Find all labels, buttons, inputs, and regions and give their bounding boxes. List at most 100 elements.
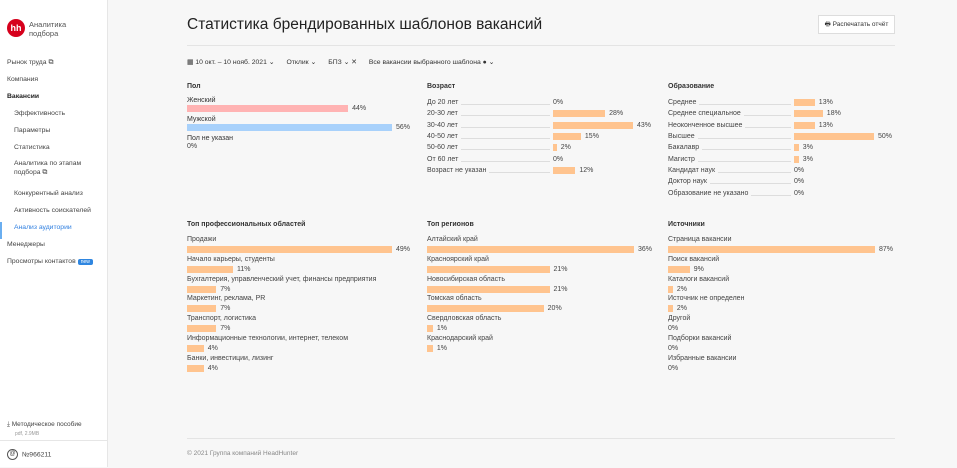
sidebar-item[interactable]: Анализ аудитории — [0, 222, 108, 239]
sources-section: Источники Страница вакансии 87% Поиск вакан… — [668, 221, 893, 374]
stat-row: 30-40 лет 43% — [427, 120, 652, 131]
stat-row: Неоконченное высшее 13% — [668, 120, 893, 131]
stat-row: Транспорт, логистика 7% — [187, 314, 412, 334]
stat-percent: 0% — [668, 364, 679, 372]
stat-label: Маркетинг, реклама, PR — [187, 295, 266, 303]
sidebar-item-label: Менеджеры — [7, 241, 45, 248]
stat-percent: 11% — [237, 265, 251, 273]
sidebar-item[interactable]: Аналитика по этапам подбора ⧉ — [0, 159, 108, 188]
stat-label-text: Высшее — [668, 133, 695, 141]
stat-bar — [668, 265, 690, 273]
stat-label: Банки, инвестиции, лизинг — [187, 354, 274, 362]
leader-line — [460, 115, 550, 117]
stat-label: Начало карьеры, студенты — [187, 255, 275, 263]
date-filter[interactable]: ▦ 10 окт. – 10 нояб. 2021 ⌄ — [187, 59, 275, 66]
stat-bar — [794, 121, 815, 129]
response-value: Отклик — [286, 59, 309, 66]
stat-label: Возраст не указан — [427, 167, 553, 174]
sidebar-item-label: Просмотры контактов — [7, 258, 76, 265]
leader-line — [709, 183, 791, 185]
stat-bar-line: 0% — [187, 142, 412, 151]
stat-row: Пол не указан 0% — [187, 135, 412, 154]
stat-label: Бухгалтерия, управленческий учет, финанс… — [187, 275, 377, 283]
sidebar-item[interactable]: Параметры — [0, 125, 108, 142]
stat-percent: 0% — [668, 344, 679, 352]
stat-bar-line: 4% — [187, 364, 412, 373]
sidebar-item-label: Параметры — [14, 127, 51, 134]
stat-percent: 0% — [794, 178, 805, 186]
sidebar-item-label: Вакансии — [7, 93, 40, 100]
stat-label: Краснодарский край — [427, 334, 493, 342]
stat-label-text: 20-30 лет — [427, 110, 458, 118]
sidebar-item[interactable]: Эффективность — [0, 108, 108, 125]
stat-bar-line: 7% — [187, 304, 412, 313]
date-value: 10 окт. – 10 нояб. 2021 — [195, 59, 267, 66]
print-report-button[interactable]: 🖶 Распечатать отчёт — [818, 15, 895, 34]
sidebar-nav: Рынок труда ⧉ Компания Вакансии Эффективнос… — [0, 57, 108, 273]
stat-percent: 28% — [609, 110, 624, 118]
stat-percent: 2% — [676, 285, 687, 293]
sidebar-item[interactable]: Просмотры контактов new — [0, 256, 108, 273]
stat-percent: 2% — [676, 305, 687, 313]
regions-section: Топ регионов Алтайский край 36% Красноярски… — [427, 221, 652, 354]
close-icon[interactable]: ✕ — [351, 59, 357, 66]
stat-row: Кандидат наук 0% — [668, 165, 893, 176]
stat-bar — [187, 124, 392, 131]
response-filter[interactable]: Отклик ⌄ — [286, 59, 317, 66]
stat-row: Среднее специальное 18% — [668, 108, 893, 119]
page-title: Статистика брендированных шаблонов вакан… — [187, 16, 543, 33]
stat-percent: 18% — [826, 110, 841, 118]
stat-row: От 60 лет 0% — [427, 153, 652, 164]
stat-label: Неоконченное высшее — [668, 122, 794, 129]
stat-percent: 2% — [560, 144, 571, 152]
sidebar-item-label: Компания — [7, 76, 39, 83]
stat-percent: 56% — [396, 124, 411, 131]
sidebar-item[interactable]: Компания — [0, 74, 108, 91]
download-meta: pdf, 2.9MB — [15, 431, 40, 437]
user-icon: @ — [7, 449, 18, 460]
sidebar-item[interactable]: Менеджеры — [0, 239, 108, 256]
stat-label: Среднее — [668, 99, 794, 106]
stat-percent: 0% — [187, 143, 198, 150]
stat-label: Страница вакансии — [668, 236, 732, 243]
stat-row: Поиск вакансий 9% — [668, 255, 893, 275]
bpz-filter[interactable]: БПЗ ⌄ ✕ — [328, 59, 357, 66]
stat-row: Образование не указано 0% — [668, 187, 893, 198]
download-label: Методическое пособие — [11, 421, 82, 428]
sidebar-item[interactable]: Вакансии — [0, 91, 108, 108]
account[interactable]: @ №966211 — [0, 440, 108, 468]
stat-percent: 13% — [818, 99, 833, 107]
sidebar-item[interactable]: Рынок труда ⧉ — [0, 57, 108, 74]
stat-label-text: 40-50 лет — [427, 133, 458, 141]
template-value: Все вакансии выбранного шаблона — [368, 59, 481, 66]
hh-logo[interactable]: hh — [7, 19, 25, 37]
stat-label: Пол не указан — [187, 135, 234, 142]
stat-percent: 0% — [553, 155, 564, 163]
stat-label-text: Кандидат наук — [668, 166, 716, 174]
stat-label-text: Бакалавр — [668, 144, 700, 152]
stat-percent: 87% — [878, 246, 893, 253]
stat-percent: 43% — [637, 121, 652, 129]
stat-bar-line: 1% — [427, 324, 652, 333]
template-filter[interactable]: Все вакансии выбранного шаблона ● ⌄ — [368, 59, 495, 66]
sidebar-item-label: Конкурентный анализ — [14, 190, 83, 197]
stat-bar — [553, 166, 576, 174]
sidebar-item[interactable]: Конкурентный анализ — [0, 188, 108, 205]
stat-label: Подборки вакансий — [668, 334, 732, 342]
stat-bar — [668, 285, 673, 293]
app-name: Аналитика подбора — [29, 20, 67, 38]
stat-percent: 0% — [794, 166, 805, 174]
stat-label: 20-30 лет — [427, 110, 553, 117]
download-guide-link[interactable]: ⤓ Методическое пособие pdf, 2.9MB — [7, 421, 82, 437]
stat-label-text: Магистр — [668, 155, 695, 163]
stat-label-text: Неоконченное высшее — [668, 121, 743, 129]
stat-bar-line: 21% — [427, 265, 652, 274]
stat-percent: 1% — [436, 344, 447, 352]
sidebar-item[interactable]: Активность соискателей — [0, 205, 108, 222]
sidebar-item[interactable]: Статистика — [0, 142, 108, 159]
stat-row: Краснодарский край 1% — [427, 334, 652, 354]
stat-bar — [553, 133, 581, 141]
account-id: №966211 — [22, 451, 52, 459]
help-icon[interactable]: ● — [482, 59, 487, 66]
areas-section: Топ профессиональных областей Продажи 49% Н… — [187, 221, 412, 374]
